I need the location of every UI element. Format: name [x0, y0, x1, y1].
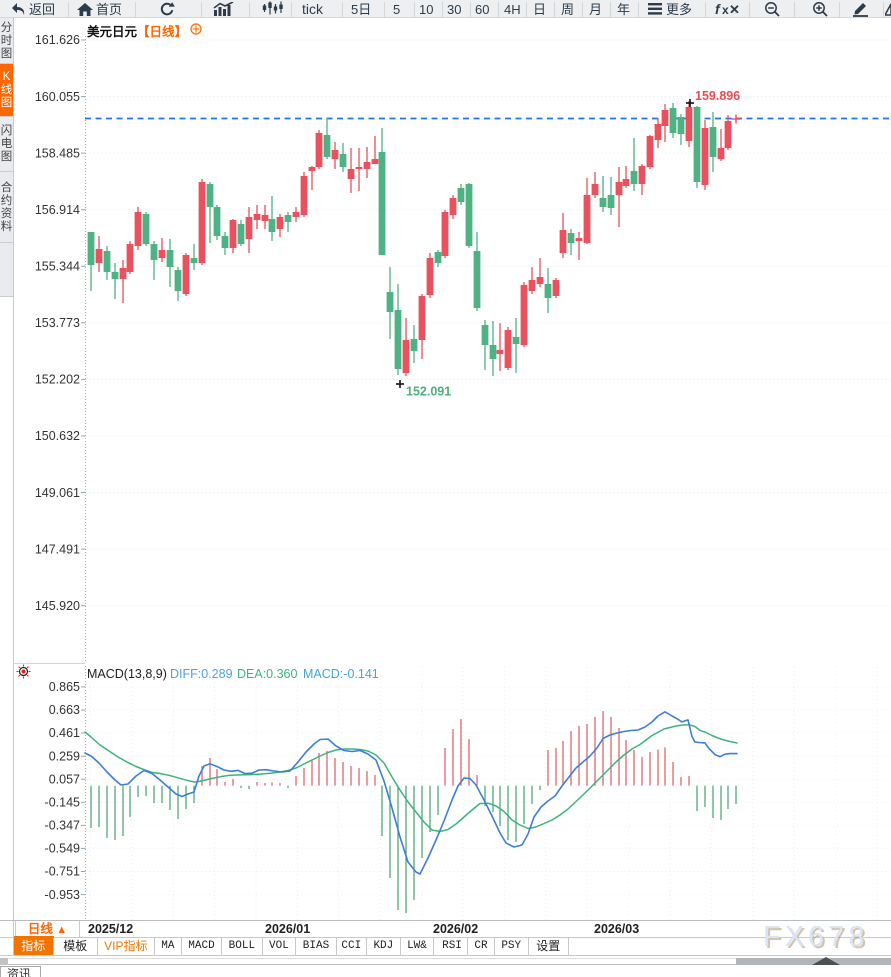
- svg-text:MACD:-0.141: MACD:-0.141: [303, 667, 379, 681]
- svg-text:0.259: 0.259: [49, 749, 80, 763]
- svg-text:161.626: 161.626: [35, 33, 80, 47]
- svg-text:145.920: 145.920: [35, 599, 80, 613]
- svg-text:0.663: 0.663: [49, 703, 80, 717]
- svg-text:150.632: 150.632: [35, 429, 80, 443]
- svg-text:MACD(13,8,9): MACD(13,8,9): [87, 667, 167, 681]
- svg-text:158.485: 158.485: [35, 146, 80, 160]
- svg-text:149.061: 149.061: [35, 486, 80, 500]
- svg-text:0.057: 0.057: [49, 772, 80, 786]
- svg-text:0.865: 0.865: [49, 680, 80, 694]
- svg-text:-0.549: -0.549: [45, 842, 80, 856]
- svg-text:147.491: 147.491: [35, 542, 80, 556]
- svg-text:155.344: 155.344: [35, 260, 80, 274]
- svg-text:152.202: 152.202: [35, 373, 80, 387]
- svg-text:0.461: 0.461: [49, 726, 80, 740]
- svg-text:-0.145: -0.145: [45, 796, 80, 810]
- svg-text:-0.347: -0.347: [45, 819, 80, 833]
- svg-text:159.896: 159.896: [695, 89, 740, 103]
- svg-text:152.091: 152.091: [406, 385, 451, 399]
- svg-text:DEA:0.360: DEA:0.360: [237, 667, 298, 681]
- svg-text:160.055: 160.055: [35, 90, 80, 104]
- svg-text:156.914: 156.914: [35, 203, 80, 217]
- svg-text:-0.751: -0.751: [45, 865, 80, 879]
- svg-text:153.773: 153.773: [35, 316, 80, 330]
- svg-text:-0.953: -0.953: [45, 888, 80, 902]
- svg-text:DIFF:0.289: DIFF:0.289: [170, 667, 233, 681]
